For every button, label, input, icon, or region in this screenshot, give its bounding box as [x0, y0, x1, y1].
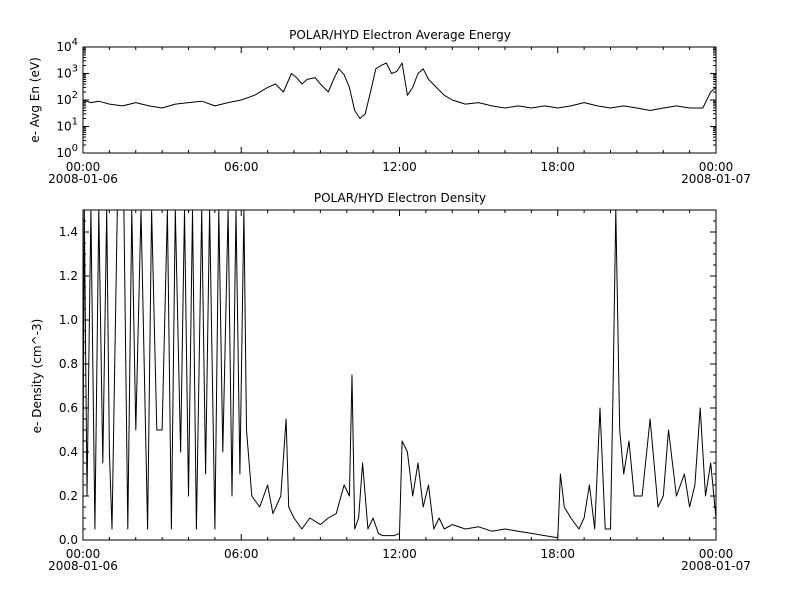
energy-chart-title: POLAR/HYD Electron Average Energy — [289, 28, 511, 42]
density-y-tick-label: 0.0 — [59, 533, 78, 547]
density-x-tick-label: 00:00 — [699, 547, 734, 561]
energy-x-date-label: 2008-01-07 — [681, 172, 751, 186]
energy-x-date-label: 2008-01-06 — [48, 172, 118, 186]
energy-x-tick-label: 12:00 — [382, 160, 417, 174]
density-x-tick-label: 18:00 — [540, 547, 575, 561]
energy-series-line — [82, 62, 717, 119]
density-y-tick-label: 1.2 — [59, 269, 78, 283]
energy-x-tick-label: 00:00 — [699, 160, 734, 174]
energy-panel: POLAR/HYD Electron Average Energy e- Avg… — [28, 28, 751, 186]
density-y-axis-label: e- Density (cm^-3) — [30, 319, 44, 434]
density-plot-frame — [82, 209, 717, 541]
energy-y-tick-label: 104 — [56, 37, 78, 54]
energy-y-tick-label: 101 — [56, 117, 78, 134]
density-x-tick-label: 12:00 — [382, 547, 417, 561]
energy-plot-frame — [82, 46, 717, 154]
energy-y-tick-label: 103 — [56, 64, 78, 81]
density-y-tick-label: 0.4 — [59, 445, 78, 459]
density-series-line — [82, 209, 717, 539]
density-x-date-label: 2008-01-07 — [681, 559, 751, 573]
density-chart-title: POLAR/HYD Electron Density — [314, 191, 486, 205]
density-y-tick-label: 1.0 — [59, 313, 78, 327]
density-y-tick-label: 0.6 — [59, 401, 78, 415]
density-panel: POLAR/HYD Electron Density e- Density (c… — [30, 191, 751, 573]
density-y-tick-label: 0.2 — [59, 489, 78, 503]
energy-x-tick-label: 06:00 — [224, 160, 259, 174]
energy-y-tick-label: 102 — [56, 90, 78, 107]
density-y-tick-label: 0.8 — [59, 357, 78, 371]
density-x-date-label: 2008-01-06 — [48, 559, 118, 573]
energy-y-tick-label: 100 — [56, 143, 78, 160]
energy-y-axis-label: e- Avg En (eV) — [28, 57, 42, 143]
energy-x-tick-label: 00:00 — [66, 160, 101, 174]
energy-x-tick-label: 18:00 — [540, 160, 575, 174]
density-x-tick-label: 06:00 — [224, 547, 259, 561]
density-x-tick-label: 00:00 — [66, 547, 101, 561]
density-y-tick-label: 1.4 — [59, 225, 78, 239]
